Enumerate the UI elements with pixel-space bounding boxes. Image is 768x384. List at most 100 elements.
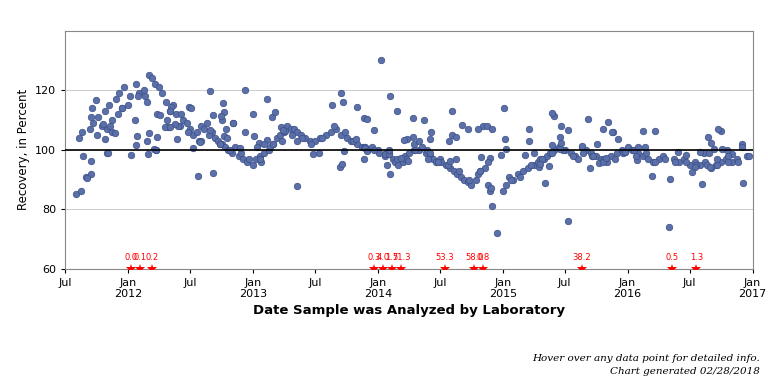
Point <box>156 90 168 96</box>
Point <box>76 129 88 135</box>
Point <box>234 150 247 156</box>
Point <box>423 150 435 156</box>
Point <box>222 147 234 153</box>
Point <box>646 173 658 179</box>
Point <box>278 129 290 135</box>
Point <box>442 162 454 168</box>
Point <box>266 141 279 147</box>
Point <box>247 111 260 118</box>
Point <box>722 153 734 159</box>
Point <box>273 132 286 138</box>
Point <box>149 147 161 153</box>
Point <box>440 162 452 168</box>
Point <box>359 144 372 150</box>
Point <box>87 120 99 126</box>
Point <box>351 141 363 147</box>
Point <box>505 177 517 183</box>
Point <box>545 150 557 156</box>
Point <box>164 108 176 114</box>
Point <box>578 150 590 156</box>
Point <box>90 97 102 103</box>
Point <box>216 117 228 123</box>
Point <box>611 150 623 156</box>
Point <box>227 120 240 126</box>
Point <box>99 108 111 114</box>
Point <box>212 138 224 144</box>
Point <box>258 150 270 156</box>
Point <box>423 152 435 159</box>
Point <box>720 147 733 153</box>
Point <box>307 151 319 157</box>
Point <box>198 126 210 132</box>
Point <box>617 150 630 156</box>
Point <box>194 139 207 145</box>
Point <box>463 177 475 183</box>
Point <box>101 150 114 156</box>
Point <box>572 156 584 162</box>
Point <box>730 156 743 162</box>
Point <box>392 162 404 168</box>
Point <box>171 123 184 129</box>
Point <box>711 162 723 168</box>
Point <box>657 152 670 159</box>
Point <box>162 123 174 129</box>
Point <box>274 124 286 130</box>
Point <box>449 134 462 140</box>
Text: 1.7: 1.7 <box>385 253 399 262</box>
Point <box>649 127 661 134</box>
Point <box>175 111 187 117</box>
Text: 0.2: 0.2 <box>145 253 158 262</box>
Point <box>482 182 495 189</box>
Point <box>368 147 380 153</box>
Point <box>697 181 709 187</box>
Point <box>142 151 154 157</box>
Point <box>581 116 594 122</box>
Point <box>637 152 649 159</box>
Point <box>247 162 260 168</box>
Point <box>419 150 432 156</box>
Point <box>458 177 470 183</box>
Point <box>416 144 429 150</box>
Point <box>473 168 485 174</box>
Text: 53.3: 53.3 <box>435 253 454 262</box>
Point <box>101 150 114 156</box>
Point <box>611 136 624 142</box>
Point <box>116 105 128 111</box>
Point <box>151 134 164 140</box>
Point <box>177 117 190 123</box>
Point <box>356 144 368 150</box>
Point <box>122 102 134 108</box>
Point <box>484 189 496 195</box>
Point <box>565 150 578 156</box>
Point <box>554 139 567 146</box>
Point <box>159 124 171 130</box>
Point <box>270 135 283 141</box>
Point <box>630 152 642 159</box>
Point <box>169 121 181 127</box>
Point <box>500 182 512 189</box>
Point <box>580 147 592 153</box>
Point <box>131 81 143 88</box>
Point <box>389 159 401 165</box>
Point <box>151 111 163 117</box>
Point <box>358 144 370 150</box>
Point <box>400 156 412 162</box>
Point <box>218 109 230 115</box>
Point <box>498 136 511 142</box>
Point <box>680 159 692 165</box>
Point <box>146 75 158 81</box>
Point <box>482 123 494 129</box>
Point <box>402 150 415 156</box>
Point <box>131 133 143 139</box>
Point <box>726 151 738 157</box>
Point <box>482 159 495 166</box>
Point <box>139 93 151 99</box>
Point <box>380 161 392 167</box>
Point <box>220 126 233 132</box>
Point <box>538 156 550 162</box>
Point <box>180 120 193 126</box>
Point <box>221 135 233 141</box>
Point <box>680 152 693 158</box>
Point <box>430 159 442 165</box>
Point <box>387 156 399 162</box>
